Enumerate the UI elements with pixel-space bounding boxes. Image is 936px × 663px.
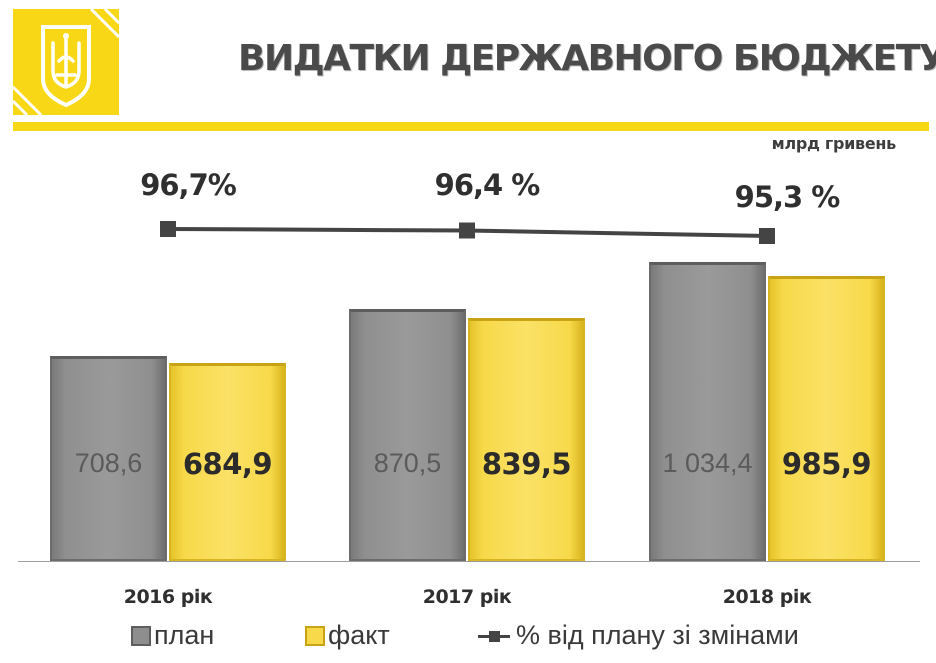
category-label-2: 2017 рік bbox=[422, 586, 512, 608]
percent-marker-1 bbox=[160, 221, 176, 237]
chart-legend: план факт % від плану зі змінами bbox=[0, 620, 936, 656]
unit-label: млрд гривень bbox=[771, 134, 897, 153]
data-label-fact-3: 985,9 bbox=[781, 447, 872, 481]
coat-of-arms-logo bbox=[13, 9, 119, 115]
data-label-fact-2: 839,5 bbox=[481, 447, 572, 481]
bar-fact-2 bbox=[468, 318, 585, 561]
legend-label-plan: план bbox=[154, 620, 215, 650]
legend-label-fact: факт bbox=[328, 620, 390, 650]
bar-plan-2 bbox=[349, 309, 466, 561]
legend-swatch-fact bbox=[305, 625, 325, 646]
header-divider-stripe bbox=[13, 122, 929, 131]
percent-label-3: 95,3 % bbox=[734, 180, 841, 214]
bar-plan-3 bbox=[649, 262, 766, 561]
page-title: ВИДАТКИ ДЕРЖАВНОГО БЮДЖЕТУ bbox=[238, 38, 936, 79]
legend-item-fact: факт bbox=[305, 620, 390, 651]
percent-marker-2 bbox=[459, 222, 475, 239]
percent-line-chart bbox=[160, 221, 775, 244]
legend-item-plan: план bbox=[131, 620, 214, 651]
bar-plan-1 bbox=[50, 356, 167, 561]
legend-item-percent: % від плану зі змінами bbox=[476, 620, 799, 651]
percent-label-1: 96,7% bbox=[140, 168, 237, 202]
legend-line-marker-icon bbox=[476, 626, 512, 646]
percent-label-2: 96,4 % bbox=[434, 168, 541, 202]
legend-swatch-plan bbox=[131, 625, 151, 646]
category-label-1: 2016 рік bbox=[123, 586, 213, 608]
data-label-fact-1: 684,9 bbox=[182, 447, 273, 481]
x-axis-baseline bbox=[18, 561, 920, 562]
data-label-plan-2: 870,5 bbox=[373, 448, 442, 478]
data-label-plan-3: 1 034,4 bbox=[662, 448, 753, 478]
percent-marker-3 bbox=[759, 228, 775, 244]
trident-coat-of-arms-icon bbox=[13, 9, 119, 115]
data-label-plan-1: 708,6 bbox=[74, 448, 143, 478]
category-label-3: 2018 рік bbox=[722, 586, 812, 608]
legend-label-percent: % від плану зі змінами bbox=[516, 620, 799, 650]
bar-fact-1 bbox=[169, 363, 286, 561]
bar-fact-3 bbox=[768, 276, 885, 561]
